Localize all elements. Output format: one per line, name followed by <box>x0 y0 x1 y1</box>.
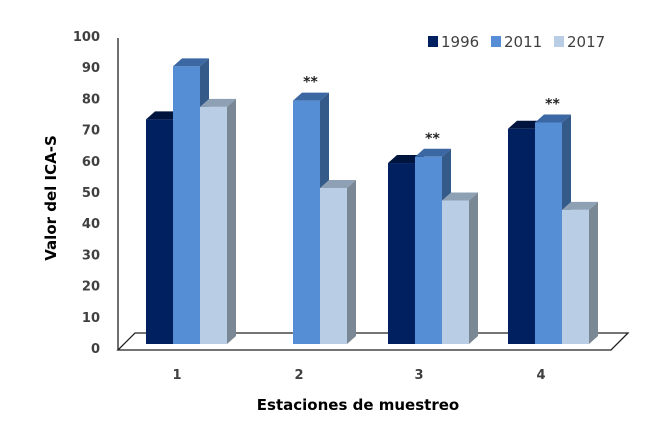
legend-label: 1996 <box>441 33 479 51</box>
y-tick-label: 100 <box>73 30 100 45</box>
y-axis-title: Valor del ICA-S <box>42 135 60 260</box>
y-tick-label: 50 <box>82 186 100 201</box>
legend-swatch <box>428 36 438 47</box>
x-tick-label: 2 <box>294 368 303 383</box>
y-tick-label: 10 <box>82 311 100 326</box>
significance-marker: ** <box>425 131 440 147</box>
bar-2017-station-2 <box>320 180 356 344</box>
y-tick-label: 40 <box>82 217 100 232</box>
legend-label: 2011 <box>504 33 542 51</box>
bar-2017-station-1 <box>200 98 236 344</box>
y-tick-label: 60 <box>82 155 100 170</box>
significance-annotations: ** ** ** <box>303 75 560 147</box>
y-tick-label: 70 <box>82 124 100 139</box>
x-axis-title: Estaciones de muestreo <box>257 396 459 414</box>
significance-marker: ** <box>545 96 560 112</box>
y-tick-label: 90 <box>82 61 100 76</box>
bar-2017-station-3 <box>442 192 478 344</box>
y-axis: 0 10 20 30 40 50 60 70 80 90 100 <box>73 30 119 357</box>
bars <box>146 58 598 344</box>
x-axis-categories: 1 2 3 4 <box>172 368 545 383</box>
y-tick-label: 30 <box>82 248 100 263</box>
y-tick-label: 0 <box>91 342 100 357</box>
chart-floor <box>116 332 630 351</box>
legend-item-2017: 2017 <box>554 33 605 51</box>
legend-label: 2017 <box>567 33 605 51</box>
legend-swatch <box>554 36 564 47</box>
legend-swatch <box>491 36 501 47</box>
bar-2011-station-4 <box>535 114 571 344</box>
bar-2017-station-4 <box>562 201 598 344</box>
y-tick-label: 20 <box>82 280 100 295</box>
x-tick-label: 3 <box>414 368 423 383</box>
legend-item-2011: 2011 <box>491 33 542 51</box>
x-tick-label: 1 <box>172 368 181 383</box>
significance-marker: ** <box>303 75 318 91</box>
legend-item-1996: 1996 <box>428 33 479 51</box>
legend: 1996 2011 2017 <box>428 33 605 51</box>
x-tick-label: 4 <box>536 368 545 383</box>
y-tick-label: 80 <box>82 92 100 107</box>
